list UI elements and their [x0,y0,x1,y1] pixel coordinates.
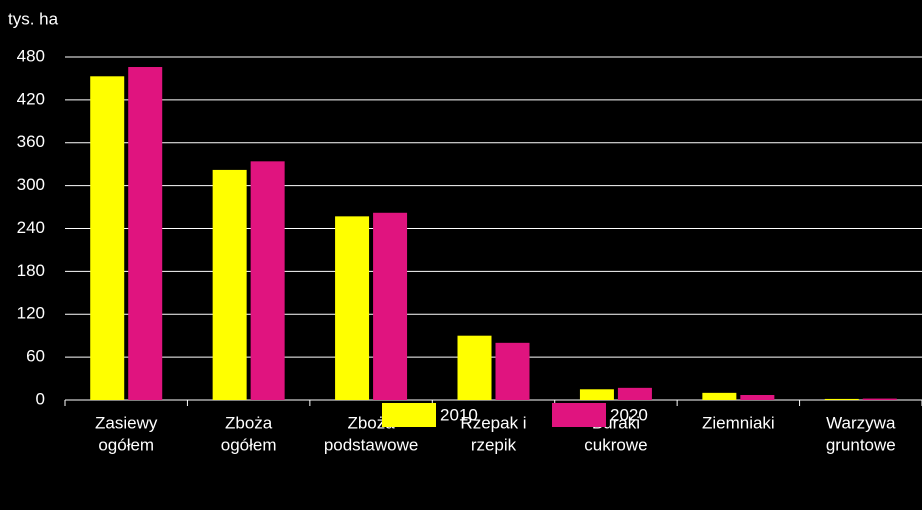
bar [495,342,530,400]
x-tick-label: podstawowe [324,435,419,454]
y-tick-label: 240 [17,218,45,237]
bar [862,398,897,400]
legend-swatch [382,403,436,427]
x-tick-label: rzepik [471,435,517,454]
x-tick-label: Zasiewy [95,413,158,432]
bar [457,335,492,400]
x-tick-label: gruntowe [826,435,896,454]
legend-label: 2020 [610,405,648,424]
y-tick-label: 180 [17,261,45,280]
bar [702,392,737,400]
legend-label: 2010 [440,405,478,424]
y-tick-label: 60 [26,347,45,366]
bar [579,389,614,400]
x-tick-label: Warzywa [826,413,896,432]
x-tick-label: Zboża [225,413,273,432]
y-tick-label: 420 [17,89,45,108]
x-tick-label: cukrowe [584,435,647,454]
y-tick-label: 0 [36,389,45,408]
y-tick-label: 360 [17,132,45,151]
x-tick-label: Rzepak i [460,413,526,432]
bar [617,387,652,400]
bar [740,394,775,400]
y-axis-label: tys. ha [8,9,59,28]
y-tick-label: 120 [17,304,45,323]
bar [90,76,125,400]
bar [335,216,370,400]
bar [373,212,408,400]
x-tick-label: ogółem [221,435,277,454]
x-tick-label: ogółem [98,435,154,454]
bar [128,67,163,401]
bar [212,169,247,400]
y-tick-label: 480 [17,46,45,65]
legend-swatch [552,403,606,427]
y-tick-label: 300 [17,175,45,194]
bar [824,398,859,400]
bar [250,161,285,400]
x-tick-label: Ziemniaki [702,413,775,432]
